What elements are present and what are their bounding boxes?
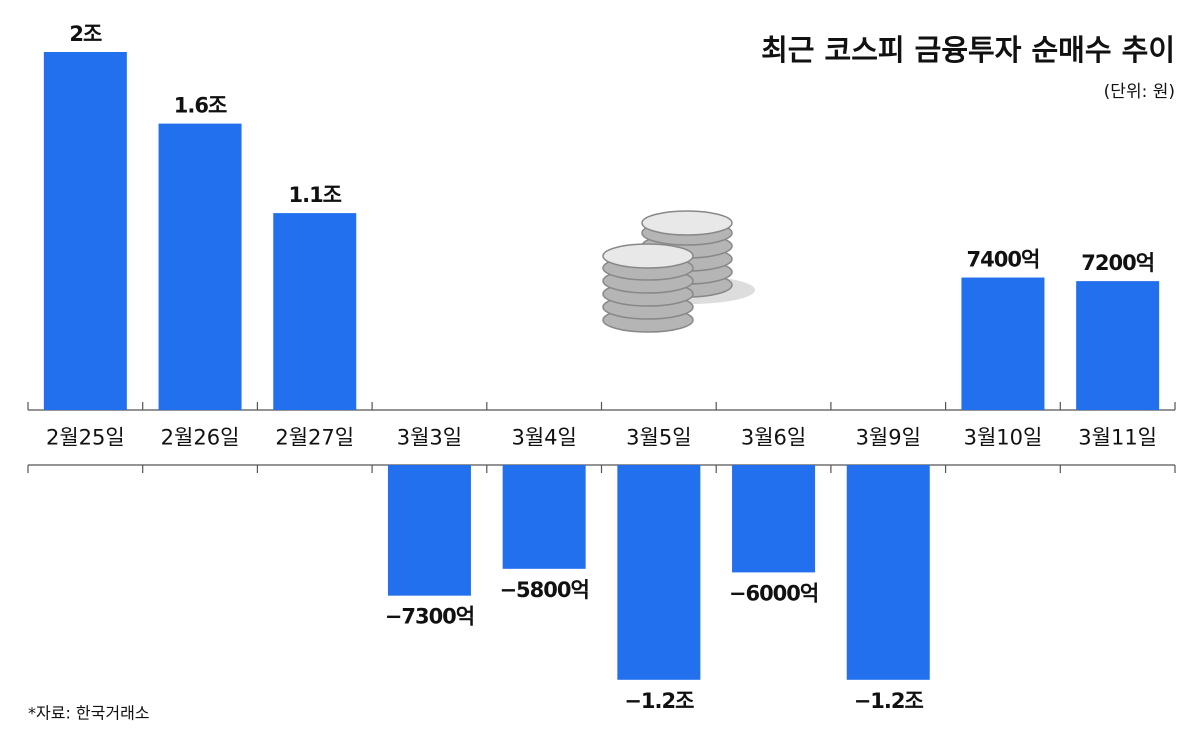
bar (387, 465, 471, 596)
x-tick-label: 3월5일 (626, 426, 691, 450)
bar (273, 213, 357, 410)
bar (1076, 281, 1160, 410)
value-label: −1.2조 (624, 689, 694, 713)
x-tick-label: 3월9일 (856, 426, 921, 450)
x-tick-label: 3월4일 (511, 426, 576, 450)
value-label: −6000억 (729, 581, 818, 605)
x-tick-label: 2월25일 (46, 426, 125, 450)
x-tick-label: 3월10일 (964, 426, 1043, 450)
bar (617, 465, 701, 680)
bar (846, 465, 930, 680)
value-label: −5800억 (499, 578, 588, 602)
bar (961, 277, 1045, 410)
value-label: 7400억 (967, 248, 1040, 272)
value-label: 1.6조 (174, 94, 227, 118)
chart-title: 최근 코스피 금융투자 순매수 추이 (761, 33, 1175, 67)
value-label: 2조 (69, 22, 102, 46)
value-label: 1.1조 (288, 183, 341, 207)
x-tick-label: 3월11일 (1078, 426, 1157, 450)
coins-illustration (602, 210, 755, 333)
bar (158, 123, 242, 410)
bar (43, 52, 127, 410)
x-tick-label: 3월6일 (741, 426, 806, 450)
chart-subtitle: (단위: 원) (1104, 82, 1175, 102)
bar (502, 465, 586, 569)
bar (732, 465, 816, 573)
source-note: *자료: 한국거래소 (28, 704, 150, 723)
x-tick-label: 2월27일 (275, 426, 354, 450)
x-tick-label: 3월3일 (397, 426, 462, 450)
x-tick-label: 2월26일 (161, 426, 240, 450)
value-label: −7300억 (385, 605, 474, 629)
value-label: 7200억 (1081, 251, 1154, 275)
value-label: −1.2조 (854, 689, 924, 713)
